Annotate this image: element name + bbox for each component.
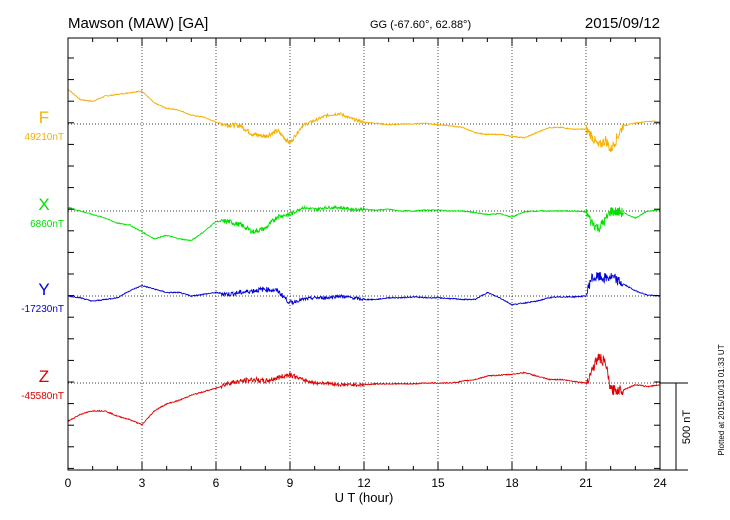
scale-bar: 500 nT: [660, 382, 693, 471]
series-baseline-x: 6860nT: [30, 219, 64, 230]
scale-bar-label: 500 nT: [681, 410, 693, 445]
series-baseline-z: -45580nT: [21, 391, 64, 402]
x-tick-label: 15: [431, 476, 445, 490]
x-tick-label: 12: [357, 476, 371, 490]
station-title: Mawson (MAW) [GA]: [68, 15, 208, 32]
series-labels: F 49210nT X 6860nT Y -17230nT Z -45580nT: [21, 108, 64, 402]
x-tick-label: 18: [505, 476, 519, 490]
grid: [68, 38, 660, 470]
record-date: 2015/09/12: [585, 15, 660, 32]
x-axis-ticks: 0 3 6 9 12 15 18 21 24: [65, 38, 667, 490]
series-name-y: Y: [38, 280, 49, 299]
x-tick-label: 9: [287, 476, 294, 490]
traces: [67, 88, 661, 426]
series-name-f: F: [39, 108, 49, 127]
x-axis-label: U T (hour): [335, 490, 394, 505]
series-baseline-f: 49210nT: [25, 132, 64, 143]
station-coordinates: GG (-67.60°, 62.88°): [370, 19, 471, 31]
x-tick-label: 0: [65, 476, 72, 490]
series-baseline-y: -17230nT: [21, 304, 64, 315]
trace-f: [67, 88, 661, 153]
x-tick-label: 21: [579, 476, 593, 490]
trace-x: [67, 204, 661, 242]
series-name-x: X: [38, 195, 49, 214]
x-tick-label: 3: [139, 476, 146, 490]
series-name-z: Z: [39, 367, 49, 386]
x-tick-label: 6: [213, 476, 220, 490]
trace-z: [67, 353, 661, 426]
trace-y: [67, 271, 661, 306]
plotted-timestamp: Plotted at 2015/10/13 01:33 UT: [717, 344, 726, 455]
x-tick-label: 24: [653, 476, 667, 490]
